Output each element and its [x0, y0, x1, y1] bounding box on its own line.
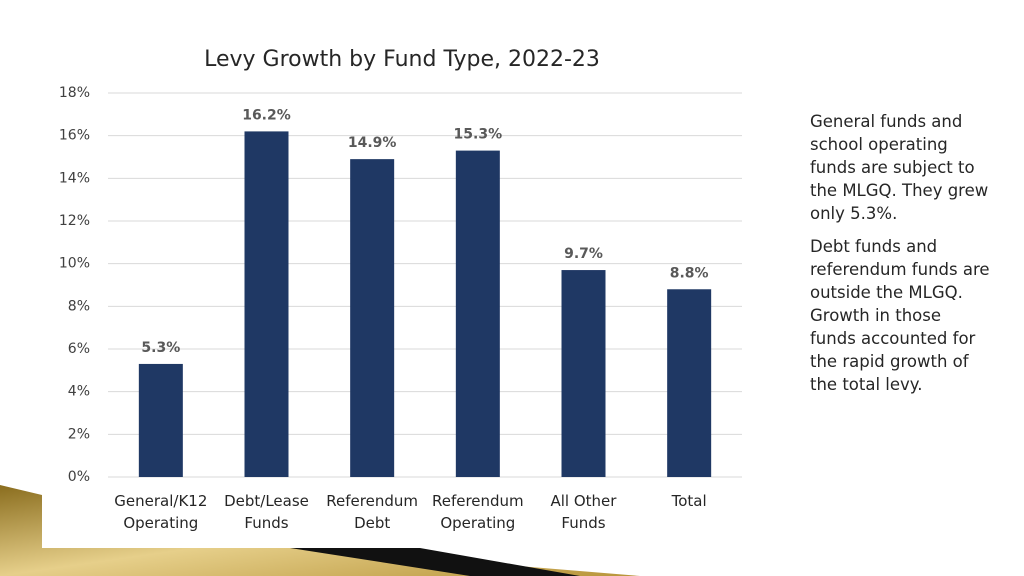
bar	[138, 363, 183, 477]
y-tick-label: 10%	[59, 256, 90, 272]
value-label: 9.7%	[564, 246, 603, 262]
value-label: 15.3%	[454, 127, 503, 143]
y-tick-label: 0%	[68, 469, 90, 485]
bar	[244, 131, 289, 477]
bar	[350, 159, 395, 477]
y-tick-label: 18%	[59, 85, 90, 101]
y-tick-label: 2%	[68, 426, 90, 442]
x-tick-label: Total	[671, 492, 707, 510]
value-label: 14.9%	[348, 135, 397, 151]
note-paragraph: Debt funds and referendum funds are outs…	[810, 237, 990, 394]
bar	[561, 270, 606, 477]
x-tick-label: Referendum Operating	[431, 492, 524, 532]
x-tick-label: Debt/Lease Funds	[224, 492, 309, 532]
value-label: 8.8%	[670, 265, 709, 281]
decor-black	[290, 548, 580, 576]
y-tick-label: 6%	[68, 341, 90, 357]
chart-title: Levy Growth by Fund Type, 2022-23	[204, 47, 600, 72]
decor-white	[42, 490, 290, 548]
value-label: 5.3%	[141, 340, 180, 356]
bar	[455, 150, 500, 477]
y-tick-label: 12%	[59, 213, 90, 229]
y-tick-label: 8%	[68, 298, 90, 314]
y-tick-label: 16%	[59, 128, 90, 144]
x-tick-label: All Other Funds	[550, 492, 617, 532]
notes: General funds and school operating funds…	[810, 110, 990, 406]
y-tick-label: 4%	[68, 384, 90, 400]
note-paragraph: General funds and school operating funds…	[810, 112, 989, 223]
decor-gold	[0, 485, 640, 576]
y-tick-label: 14%	[59, 170, 90, 186]
x-tick-label: Referendum Debt	[326, 492, 418, 532]
bar	[667, 289, 712, 477]
value-label: 16.2%	[242, 107, 291, 123]
x-tick-label: General/K12 Operating	[114, 492, 208, 532]
